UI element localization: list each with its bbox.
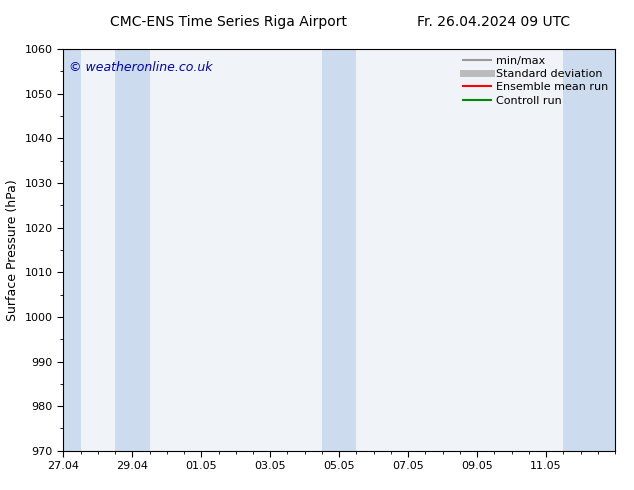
Legend: min/max, Standard deviation, Ensemble mean run, Controll run: min/max, Standard deviation, Ensemble me… (458, 51, 612, 110)
Text: Fr. 26.04.2024 09 UTC: Fr. 26.04.2024 09 UTC (417, 15, 570, 29)
Bar (115, 49, 150, 451)
Y-axis label: Surface Pressure (hPa): Surface Pressure (hPa) (6, 179, 19, 321)
Bar (563, 49, 615, 451)
Text: © weatheronline.co.uk: © weatheronline.co.uk (69, 61, 212, 74)
Text: CMC-ENS Time Series Riga Airport: CMC-ENS Time Series Riga Airport (110, 15, 347, 29)
Bar (63, 49, 81, 451)
Bar (322, 49, 356, 451)
